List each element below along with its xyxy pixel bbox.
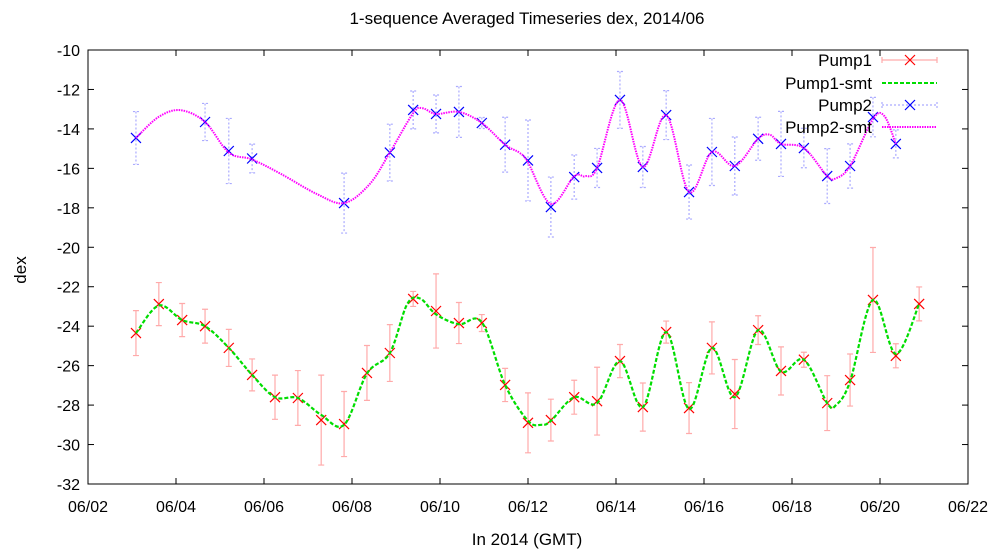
- smooth-line: [135, 296, 921, 428]
- y-tick-label: -12: [57, 82, 80, 99]
- error-bar: [202, 102, 209, 142]
- error-bar: [502, 116, 509, 173]
- error-bar: [571, 154, 578, 200]
- error-bar: [892, 129, 899, 159]
- error-bar: [800, 127, 807, 169]
- legend-point-sample: [904, 54, 916, 66]
- error-bar: [249, 143, 256, 174]
- x-tick-label: 06/22: [948, 499, 988, 516]
- data-point: [729, 160, 741, 172]
- data-point: [453, 317, 465, 329]
- legend-errorbar-sample: [881, 102, 938, 108]
- data-point: [130, 132, 142, 144]
- x-tick-label: 06/10: [420, 499, 460, 516]
- x-axis-label: In 2014 (GMT): [472, 530, 583, 549]
- data-point: [430, 108, 442, 120]
- y-tick-label: -10: [57, 43, 80, 60]
- x-tick-label: 06/06: [244, 499, 284, 516]
- legend: Pump1 Pump1-smt Pump2 Pump2-smt: [785, 51, 938, 137]
- data-point: [568, 171, 580, 183]
- x-tick-label: 06/18: [772, 499, 812, 516]
- y-tick-label: -14: [57, 122, 80, 139]
- data-point: [683, 402, 695, 414]
- data-point: [199, 116, 211, 128]
- x-tick-label: 06/02: [68, 499, 108, 516]
- data-point: [176, 314, 188, 326]
- y-tick-label: -28: [57, 398, 80, 415]
- error-bar: [824, 148, 831, 205]
- error-bar: [869, 96, 876, 138]
- data-point: [315, 414, 327, 426]
- error-bar: [132, 110, 139, 166]
- y-tick-label: -26: [57, 359, 80, 376]
- data-point: [913, 298, 925, 310]
- x-tick-label: 06/08: [332, 499, 372, 516]
- x-tick-label: 06/20: [860, 499, 900, 516]
- data-point: [407, 293, 419, 305]
- series-pump1-smt: [135, 296, 921, 428]
- error-bar: [686, 164, 693, 220]
- legend-label: Pump1: [818, 51, 872, 70]
- y-tick-label: -32: [57, 477, 80, 494]
- data-point: [890, 350, 902, 362]
- y-tick-label: -30: [57, 438, 80, 455]
- error-bar: [433, 94, 440, 134]
- chart-title: 1-sequence Averaged Timeseries dex, 2014…: [349, 9, 704, 28]
- data-point: [223, 145, 235, 157]
- legend-label: Pump1-smt: [785, 74, 872, 93]
- y-tick-label: -22: [57, 280, 80, 297]
- data-point: [430, 305, 442, 317]
- y-tick-label: -16: [57, 161, 80, 178]
- error-bar: [410, 90, 417, 130]
- x-tick-label: 06/04: [156, 499, 196, 516]
- data-point: [568, 391, 580, 403]
- data-point: [499, 379, 511, 391]
- data-point: [407, 104, 419, 116]
- y-axis-label: dex: [11, 256, 30, 284]
- y-tick-label: -24: [57, 319, 80, 336]
- error-bar: [847, 143, 854, 189]
- x-tick-label: 06/16: [684, 499, 724, 516]
- error-bar: [594, 147, 601, 189]
- data-point: [522, 417, 534, 429]
- x-tick-label: 06/12: [508, 499, 548, 516]
- series-pump1: [130, 246, 925, 466]
- series-pump2: [130, 70, 902, 238]
- y-tick-label: -20: [57, 240, 80, 257]
- series-pump2-smt: [135, 98, 897, 205]
- legend-point-sample: [904, 99, 916, 111]
- y-tick-label: -18: [57, 201, 80, 218]
- data-point: [798, 142, 810, 154]
- legend-label: Pump2-smt: [785, 118, 872, 137]
- x-tick-label: 06/14: [596, 499, 636, 516]
- smooth-line: [135, 98, 897, 205]
- data-point: [890, 138, 902, 150]
- legend-label: Pump2: [818, 96, 872, 115]
